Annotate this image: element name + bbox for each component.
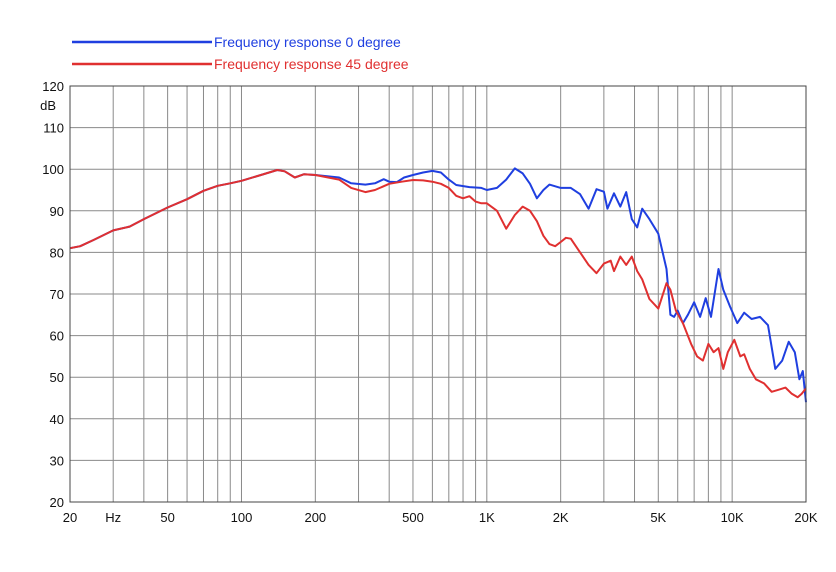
legend: Frequency response 0 degree Frequency re… <box>72 34 409 72</box>
y-axis-ticks: 20 30 40 50 60 70 80 90 100 110 120 <box>42 79 64 510</box>
legend-label-0-degree: Frequency response 0 degree <box>214 34 401 50</box>
plot-frame <box>69 85 807 503</box>
x-tick-label: 20 <box>63 510 77 525</box>
y-tick-label: 110 <box>43 121 64 136</box>
y-tick-label: 30 <box>50 453 64 468</box>
y-tick-label: 60 <box>50 329 64 344</box>
x-tick-label: 5K <box>650 510 666 525</box>
legend-label-45-degree: Frequency response 45 degree <box>214 56 409 72</box>
x-tick-label: 10K <box>721 510 744 525</box>
grid <box>70 85 806 503</box>
y-tick-label: 90 <box>50 204 64 219</box>
series-line-0 <box>69 167 807 403</box>
y-tick-label: 80 <box>50 245 64 260</box>
x-tick-label: 20K <box>794 510 817 525</box>
series-line-1 <box>69 169 807 399</box>
y-tick-label: 70 <box>50 287 64 302</box>
x-tick-label: 50 <box>160 510 174 525</box>
x-tick-label: 500 <box>402 510 424 525</box>
y-tick-label: 40 <box>50 412 64 427</box>
x-axis-ticks: 20 Hz 50 100 200 500 1K 2K 5K 10K 20K <box>63 510 818 525</box>
x-tick-label: Hz <box>105 510 121 525</box>
y-tick-label: 50 <box>50 370 64 385</box>
y-tick-label: 100 <box>42 162 64 177</box>
x-tick-label: 2K <box>553 510 569 525</box>
series-group <box>69 167 807 403</box>
y-tick-label: 20 <box>50 495 64 510</box>
y-axis-unit-label: dB <box>40 98 56 113</box>
y-tick-label: 120 <box>42 79 64 94</box>
x-tick-label: 200 <box>304 510 326 525</box>
x-tick-label: 100 <box>231 510 253 525</box>
x-tick-label: 1K <box>479 510 495 525</box>
